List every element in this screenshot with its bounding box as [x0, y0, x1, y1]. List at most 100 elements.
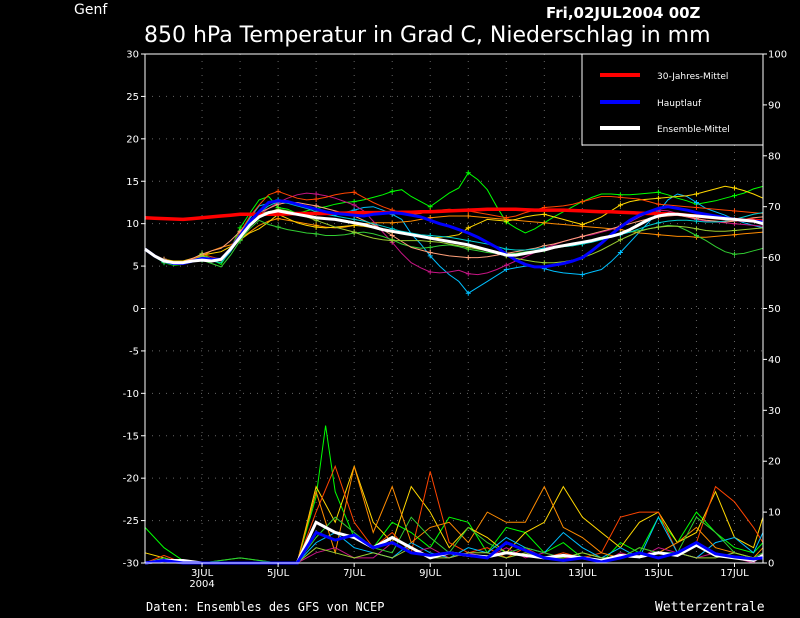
member-temp-marker: [389, 238, 395, 244]
legend-label-main: Hauptlauf: [657, 99, 702, 109]
y-left-tick-label: 10: [126, 219, 139, 230]
member-temp-marker: [655, 220, 661, 226]
member-temp-marker: [427, 204, 433, 210]
y-right-tick-label: 100: [768, 50, 787, 61]
member-precip-line: [144, 464, 764, 564]
y-left-tick-label: -20: [123, 474, 139, 485]
y-right-tick-label: 30: [768, 406, 781, 417]
x-tick-year: 2004: [189, 579, 214, 590]
member-temp-marker: [389, 233, 395, 239]
plot-frame: [144, 53, 764, 564]
x-tick-label: 15JUL: [644, 568, 673, 579]
run-time: Fri,02JUL2004 00Z: [546, 4, 701, 22]
member-temp-marker: [427, 244, 433, 250]
member-temp-marker: [693, 226, 699, 232]
member-temp-marker: [503, 262, 509, 268]
member-temp-marker: [617, 202, 623, 208]
member-temp-marker: [693, 205, 699, 211]
member-temp-marker: [693, 218, 699, 224]
member-temp-marker: [731, 232, 737, 238]
member-temp-marker: [503, 266, 509, 272]
member-temp-marker: [351, 229, 357, 235]
y-left-tick-label: -30: [123, 559, 139, 570]
y-left-tick-label: 25: [126, 92, 139, 103]
member-temp-marker: [275, 216, 281, 222]
y-left-tick-label: 30: [126, 50, 139, 61]
y-right-tick-label: 80: [768, 151, 781, 162]
temp-main-line: [144, 199, 764, 269]
member-temp-marker: [313, 196, 319, 202]
member-temp-marker: [655, 195, 661, 201]
y-left-tick-label: 20: [126, 134, 139, 145]
member-temp-marker: [465, 213, 471, 219]
member-temp-marker: [579, 233, 585, 239]
member-temp-marker: [693, 233, 699, 239]
chart-title: 850 hPa Temperatur in Grad C, Niederschl…: [144, 23, 711, 48]
member-temp-marker: [731, 227, 737, 233]
member-temp-marker: [503, 246, 509, 252]
temp-mean-line: [144, 209, 764, 265]
x-tick-label: 17JUL: [720, 568, 749, 579]
y-left-tick-label: 5: [133, 262, 139, 273]
y-right-tick-label: 50: [768, 304, 781, 315]
main-series: [144, 199, 764, 565]
member-temp-marker: [465, 170, 471, 176]
member-temp-marker: [465, 238, 471, 244]
y-left-tick-label: 0: [133, 304, 139, 315]
y-right-tick-label: 40: [768, 355, 781, 366]
station-name: Genf: [74, 2, 108, 18]
member-temp-marker: [579, 199, 585, 205]
member-temp-marker: [655, 224, 661, 230]
temp-clim-line: [144, 207, 764, 223]
x-tick-label: 13JUL: [568, 568, 597, 579]
member-temp-marker: [731, 193, 737, 199]
member-temp-marker: [579, 222, 585, 228]
y-right-tick-label: 70: [768, 202, 781, 213]
member-temp-marker: [351, 216, 357, 222]
member-precip-line: [145, 466, 764, 564]
member-temp-marker: [617, 194, 623, 200]
y-right-tick-label: 0: [768, 559, 774, 570]
member-temp-marker: [313, 203, 319, 209]
member-temp-marker: [313, 224, 319, 230]
member-temp-marker: [427, 269, 433, 275]
member-temp-marker: [313, 231, 319, 237]
member-temp-marker: [465, 255, 471, 261]
legend-label-mean: Ensemble-Mittel: [657, 125, 730, 135]
x-tick-label: 7JUL: [343, 568, 366, 579]
member-temp-marker: [617, 237, 623, 243]
x-tick-label: 11JUL: [492, 568, 521, 579]
member-temp-marker: [731, 185, 737, 191]
member-temp-marker: [465, 225, 471, 231]
member-temp-marker: [427, 238, 433, 244]
member-temp-line: [144, 172, 764, 266]
y-right-tick-label: 20: [768, 457, 781, 468]
legend: 30-Jahres-Mittel Hauptlauf Ensemble-Mitt…: [581, 53, 764, 146]
member-temp-marker: [731, 208, 737, 214]
y-left-tick-label: -10: [123, 389, 139, 400]
x-tick-label: 5JUL: [267, 568, 290, 579]
member-temp-marker: [541, 220, 547, 226]
member-precip-line: [144, 464, 764, 564]
member-temp-marker: [503, 215, 509, 221]
member-temp-marker: [427, 250, 433, 256]
footer-source: Daten: Ensembles des GFS von NCEP: [146, 600, 384, 614]
member-temp-marker: [655, 232, 661, 238]
footer-site: Wetterzentrale: [655, 600, 765, 615]
y-right-tick-label: 60: [768, 253, 781, 264]
member-series: [144, 170, 764, 296]
member-temp-marker: [655, 201, 661, 207]
member-temp-marker: [617, 250, 623, 256]
member-temp-marker: [693, 199, 699, 205]
x-tick-label: 9JUL: [419, 568, 442, 579]
member-temp-marker: [465, 271, 471, 277]
precip-series: [144, 425, 764, 564]
member-temp-marker: [389, 188, 395, 194]
y-left-tick-label: -5: [129, 346, 139, 357]
member-temp-marker: [351, 189, 357, 195]
member-temp-marker: [275, 224, 281, 230]
y-right-tick-label: 90: [768, 100, 781, 111]
legend-label-clim: 30-Jahres-Mittel: [657, 72, 728, 82]
member-temp-marker: [275, 188, 281, 194]
member-temp-marker: [541, 260, 547, 266]
